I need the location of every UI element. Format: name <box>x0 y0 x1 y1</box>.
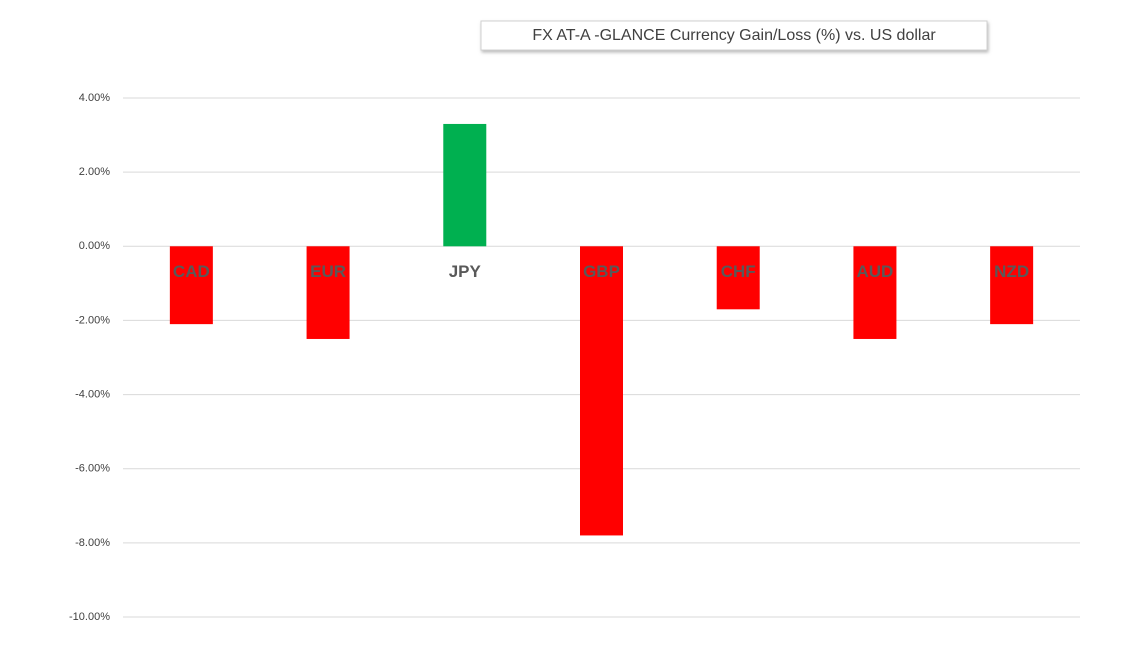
y-tick-label: -2.00% <box>75 314 110 326</box>
bar <box>580 246 623 536</box>
y-tick-label: 2.00% <box>79 166 110 178</box>
y-tick-label: -10.00% <box>69 611 110 623</box>
y-tick-label: 4.00% <box>79 92 110 104</box>
bar <box>169 246 213 325</box>
x-tick-label: GBP <box>583 262 620 281</box>
bar <box>306 246 350 339</box>
bar <box>716 246 760 310</box>
x-tick-label: CAD <box>173 262 210 281</box>
y-tick-label: -4.00% <box>75 388 110 400</box>
y-tick-label: -6.00% <box>75 463 110 475</box>
y-tick-label: 0.00% <box>79 240 110 252</box>
y-tick-label: -8.00% <box>75 537 110 549</box>
bar <box>443 123 487 247</box>
x-tick-label: NZD <box>994 262 1029 281</box>
x-tick-label: CHF <box>721 262 756 281</box>
x-tick-label: JPY <box>449 262 482 281</box>
bar <box>853 246 897 339</box>
title-box <box>480 20 988 51</box>
chart-title: FX AT-A -GLANCE Currency Gain/Loss (%) v… <box>532 27 936 44</box>
x-tick-label: EUR <box>310 262 346 281</box>
x-tick-label: AUD <box>857 262 894 281</box>
bar <box>990 246 1034 325</box>
